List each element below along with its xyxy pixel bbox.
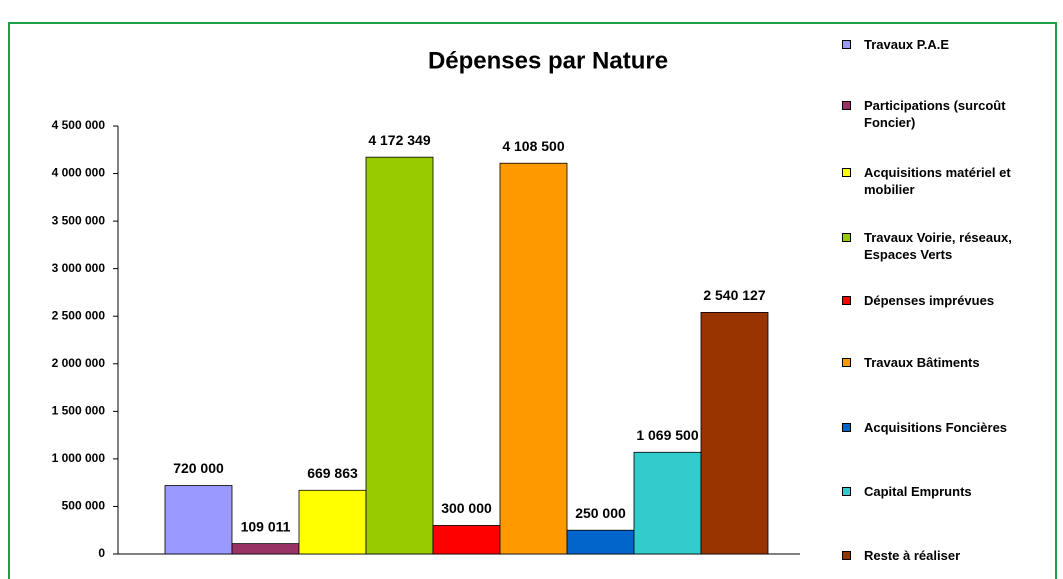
bar (298, 489, 367, 555)
legend-entry: Reste à réaliser (842, 547, 1042, 564)
legend-swatch (842, 101, 851, 110)
legend-label: Participations (surcoût Foncier) (864, 98, 1006, 130)
legend-label: Capital Emprunts (864, 484, 972, 499)
value-label: 720 000 (173, 460, 224, 476)
legend-swatch (842, 168, 851, 177)
y-tick-label: 4 000 000 (52, 166, 106, 180)
legend-label: Travaux Bâtiments (864, 355, 980, 370)
bar (566, 529, 635, 555)
legend-label: Acquisitions matériel et mobilier (864, 165, 1011, 197)
y-tick-label: 2 500 000 (52, 308, 106, 322)
y-tick-label: 3 000 000 (52, 261, 106, 275)
y-tick-label: 500 000 (62, 499, 106, 513)
legend-entry: Travaux Bâtiments (842, 354, 1042, 371)
legend-entry: Travaux P.A.E (842, 36, 1042, 53)
bar (432, 525, 501, 555)
value-label: 669 863 (307, 465, 358, 481)
legend-swatch (842, 487, 851, 496)
value-label: 250 000 (575, 505, 626, 521)
legend-swatch (842, 358, 851, 367)
value-label: 1 069 500 (636, 427, 698, 443)
legend-label: Dépenses imprévues (864, 293, 995, 308)
legend-swatch (842, 423, 851, 432)
y-tick-label: 1 000 000 (52, 451, 106, 465)
legend-entry: Acquisitions matériel et mobilier (842, 164, 1042, 198)
legend-entry: Participations (surcoût Foncier) (842, 97, 1042, 131)
y-tick-label: 2 000 000 (52, 356, 106, 370)
legend-label: Reste à réaliser (864, 548, 961, 563)
legend-entry: Acquisitions Foncières (842, 419, 1042, 436)
legend-entry: Dépenses imprévues (842, 292, 1042, 309)
y-tick-label: 3 500 000 (52, 213, 106, 227)
bar (633, 451, 702, 555)
bar (365, 156, 434, 555)
bar (231, 543, 300, 555)
legend-swatch (842, 233, 851, 242)
legend-entry: Capital Emprunts (842, 483, 1042, 500)
y-tick-label: 0 (98, 546, 105, 560)
legend-label: Acquisitions Foncières (864, 420, 1008, 435)
legend-swatch (842, 551, 851, 560)
legend-label: Travaux Voirie, réseaux, Espaces Verts (864, 230, 1012, 262)
value-label: 4 172 349 (368, 132, 430, 148)
bar (700, 312, 769, 555)
chart-title: Dépenses par Nature (428, 47, 668, 74)
legend-swatch (842, 296, 851, 305)
y-tick-label: 4 500 000 (52, 118, 106, 132)
bar (499, 162, 568, 555)
value-label: 300 000 (441, 500, 492, 516)
value-label: 2 540 127 (703, 287, 765, 303)
legend-swatch (842, 40, 851, 49)
legend-entry: Travaux Voirie, réseaux, Espaces Verts (842, 229, 1042, 263)
legend-label: Travaux P.A.E (864, 37, 950, 52)
bar (164, 485, 233, 555)
value-label: 4 108 500 (502, 138, 564, 154)
value-label: 109 011 (241, 518, 291, 534)
y-tick-label: 1 500 000 (52, 404, 106, 418)
